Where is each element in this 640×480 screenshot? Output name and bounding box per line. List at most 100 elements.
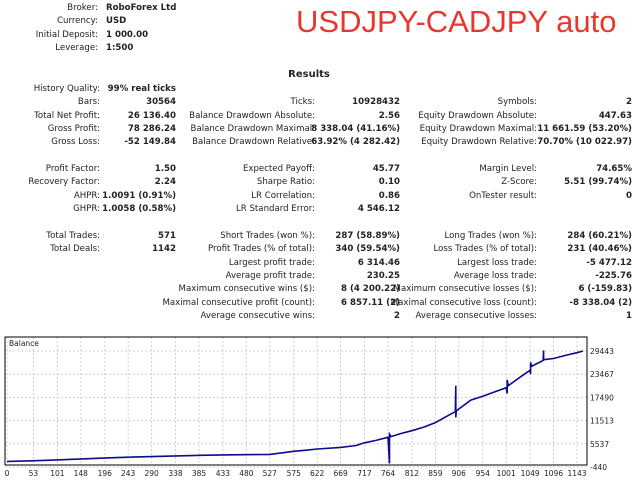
results-heading: Results <box>288 69 330 80</box>
stat-label: Sharpe Ratio: <box>256 177 315 188</box>
stat-value: 571 <box>158 230 176 241</box>
stat-label: History Quality: <box>33 84 100 94</box>
x-tick-label: 290 <box>144 469 159 478</box>
stat-value: 74.65% <box>596 164 632 175</box>
stat-label: Maximal consecutive profit (count): <box>162 297 315 308</box>
stat-value: 230.25 <box>366 270 400 281</box>
x-tick-label: 622 <box>310 469 325 478</box>
stat-label: Short Trades (won %): <box>220 230 315 241</box>
x-tick-label: 812 <box>405 469 420 478</box>
plot-frame <box>4 336 588 466</box>
stat-label: Average consecutive losses: <box>415 310 537 321</box>
x-tick-label: 906 <box>452 469 467 478</box>
y-tick-label: 11513 <box>590 417 614 426</box>
chart-title: Balance <box>9 339 39 348</box>
stat-value: 447.63 <box>598 110 632 121</box>
header-field-value: 1:500 <box>106 43 134 54</box>
stat-value: 6 (-159.83) <box>578 284 632 295</box>
stat-label: Equity Drawdown Maximal: <box>419 124 537 135</box>
balance-series-line <box>6 350 584 464</box>
stat-label: Average loss trade: <box>453 270 537 281</box>
stat-label: Margin Level: <box>479 164 537 175</box>
stat-label: Long Trades (won %): <box>444 230 538 241</box>
stat-label: Equity Drawdown Relative: <box>421 137 537 148</box>
stat-label: Maximal consecutive loss (count): <box>390 297 537 308</box>
report-title: USDJPY-CADJPY auto <box>296 4 617 39</box>
x-tick-label: 859 <box>428 469 443 478</box>
x-tick-label: 101 <box>50 469 65 478</box>
stat-value: 1.0091 (0.91%) <box>102 190 176 201</box>
stat-label: Total Trades: <box>46 230 100 241</box>
x-tick-label: 669 <box>333 469 348 478</box>
stat-label: LR Standard Error: <box>235 204 315 215</box>
stat-label: OnTester result: <box>469 190 537 201</box>
stat-value: 10928432 <box>352 97 400 108</box>
stat-label: Largest profit trade: <box>228 257 315 268</box>
stat-label: Maximum consecutive losses ($): <box>393 284 537 295</box>
x-tick-label: 1001 <box>497 469 516 478</box>
stat-value: 0.10 <box>378 177 400 188</box>
stat-value: 1142 <box>152 244 176 255</box>
x-tick-label: 338 <box>168 469 183 478</box>
stat-label: GHPR: <box>73 204 100 215</box>
stat-value: 231 (40.46%) <box>567 244 632 255</box>
x-tick-label: 433 <box>216 469 231 478</box>
stat-label: Recovery Factor: <box>28 177 100 188</box>
stat-value: 6 314.46 <box>357 257 400 268</box>
stat-label: Balance Drawdown Maximal: <box>190 124 315 135</box>
stat-value: 45.77 <box>372 164 400 175</box>
stat-label: AHPR: <box>73 190 100 201</box>
x-tick-label: 575 <box>287 469 302 478</box>
stat-value: 8 338.04 (41.16%) <box>311 124 400 135</box>
header-field-value: USD <box>106 16 127 27</box>
stat-label: LR Correlation: <box>251 190 315 201</box>
y-tick-label: -440 <box>590 463 607 472</box>
header-field-label: Initial Deposit: <box>35 29 98 40</box>
stat-label: Ticks: <box>290 97 315 108</box>
stat-label: Balance Drawdown Relative: <box>192 137 315 148</box>
stat-value: 8 (4 200.22) <box>341 284 400 295</box>
stat-label: Average profit trade: <box>225 270 315 281</box>
stat-value: 6 857.11 (2) <box>341 297 400 308</box>
stat-label: Gross Loss: <box>51 137 100 148</box>
stat-value: 11 661.59 (53.20%) <box>537 124 632 135</box>
stat-value: -5 477.12 <box>586 257 632 268</box>
header-field-label: Broker: <box>67 3 98 13</box>
stat-value: 340 (59.54%) <box>335 244 400 255</box>
stat-value: 2 <box>394 310 400 321</box>
stat-label: Loss Trades (% of total): <box>433 244 537 255</box>
stat-label: Profit Factor: <box>45 164 100 175</box>
x-tick-label: 196 <box>98 469 113 478</box>
stat-value: 4 546.12 <box>357 204 400 215</box>
stat-value: 99% real ticks <box>107 84 176 94</box>
stat-value: -225.76 <box>595 270 632 281</box>
x-tick-label: 385 <box>192 469 207 478</box>
stat-value: 2 <box>626 97 632 108</box>
x-tick-label: 527 <box>263 469 278 478</box>
stat-label: Largest loss trade: <box>457 257 537 268</box>
x-tick-label: 764 <box>381 469 396 478</box>
stat-value: 26 136.40 <box>127 110 176 121</box>
stat-value: 0.86 <box>378 190 400 201</box>
stat-label: Average consecutive wins: <box>200 310 315 321</box>
balance-chart: Balance 0 53 101 148 196 243 290 338 385 433 480 52… <box>4 336 614 478</box>
chart-grid <box>5 337 587 468</box>
stat-value: 78 286.24 <box>127 124 176 135</box>
stat-label: Symbols: <box>497 97 537 108</box>
stat-value: 1.50 <box>154 164 176 175</box>
x-tick-label: 148 <box>74 469 89 478</box>
x-tick-label: 954 <box>476 469 491 478</box>
stat-label: Balance Drawdown Absolute: <box>189 110 315 121</box>
stat-label: Profit Trades (% of total): <box>207 244 315 255</box>
stat-value: 5.51 (99.74%) <box>564 177 632 188</box>
stat-value: 2.24 <box>154 177 176 188</box>
stat-label: Expected Payoff: <box>242 164 315 175</box>
stat-label: Total Deals: <box>50 244 100 255</box>
header-field-label: Currency: <box>57 16 98 27</box>
x-tick-label: 1096 <box>544 469 563 478</box>
stat-value: 2.56 <box>378 110 400 121</box>
x-tick-label: 53 <box>29 469 39 478</box>
stat-value: 284 (60.21%) <box>567 230 632 241</box>
stat-label: Equity Drawdown Absolute: <box>418 110 537 121</box>
stat-label: Z-Score: <box>501 177 537 188</box>
